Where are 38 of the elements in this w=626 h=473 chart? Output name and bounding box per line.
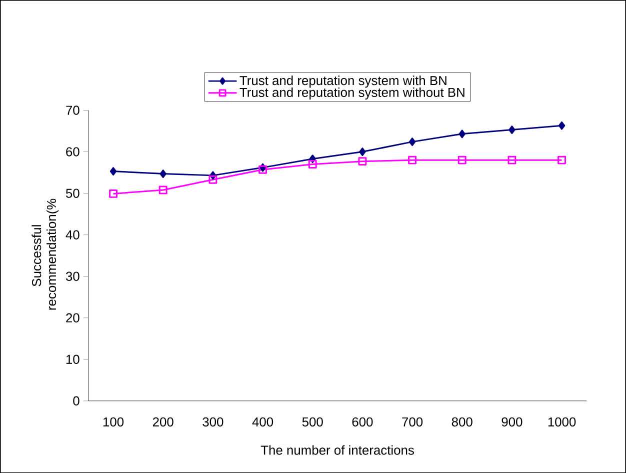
- y-tick-label: 70: [66, 106, 80, 115]
- x-axis-title: The number of interactions: [260, 445, 414, 455]
- y-tick-label: 50: [66, 188, 80, 198]
- x-tick-label: 700: [402, 417, 423, 426]
- x-tick-label: 1000: [548, 417, 576, 426]
- y-tick-label: 10: [66, 354, 80, 364]
- x-tick-label: 200: [152, 417, 174, 426]
- point: [110, 166, 117, 176]
- point: [158, 186, 168, 194]
- point: [558, 121, 566, 130]
- x-tick-label: 400: [252, 417, 274, 426]
- x-tick-label: 300: [202, 417, 224, 426]
- x-tick-label: 500: [302, 417, 323, 426]
- point: [358, 157, 367, 166]
- x-tick-label: 800: [452, 417, 472, 426]
- x-tick-label: 900: [502, 417, 522, 426]
- point: [160, 169, 166, 178]
- point: [408, 156, 416, 164]
- legend-label: Trust and reputation system with BN: [240, 76, 446, 88]
- y-tick-label: 30: [66, 272, 80, 281]
- point: [558, 156, 566, 164]
- y-axis-title: Successful recommendation(%: [32, 198, 59, 310]
- x-tick-label: 100: [103, 417, 124, 426]
- point: [508, 125, 516, 134]
- y-tick-label: 0: [73, 396, 80, 406]
- point: [208, 175, 218, 184]
- legend-label: Trust and reputation system without BN: [240, 87, 464, 100]
- point: [508, 156, 516, 164]
- point: [408, 137, 416, 146]
- y-tick-label: 60: [66, 147, 80, 156]
- y-tick-label: 40: [66, 230, 80, 240]
- y-tick-label: 20: [66, 313, 80, 322]
- point: [458, 130, 466, 138]
- point: [308, 160, 317, 168]
- x-tick-label: 600: [352, 417, 373, 426]
- point: [458, 156, 466, 164]
- point: [359, 147, 366, 156]
- point: [109, 189, 118, 198]
